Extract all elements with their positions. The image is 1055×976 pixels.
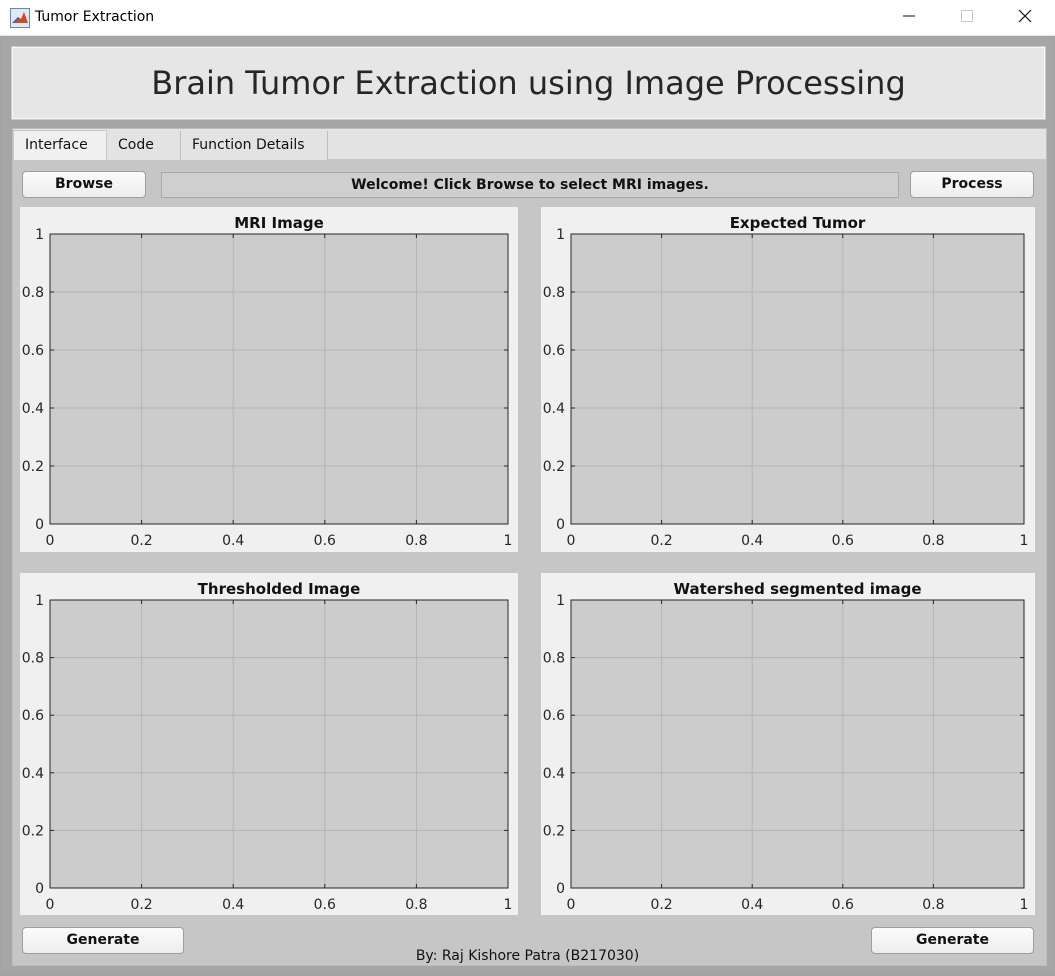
- minimize-button[interactable]: [880, 0, 938, 36]
- browse-button[interactable]: Browse: [22, 171, 146, 198]
- author-credit: By: Raj Kishore Patra (B217030): [415, 948, 640, 964]
- x-tick-label: 0.6: [314, 897, 336, 913]
- watershed-image-axes: 0 0.2 0.4 0.6 0.8 1 0 0.2 0.4 0.6 0.8 1 Watershed se…: [541, 573, 1035, 915]
- thresholded-image-axes: 0 0.2 0.4 0.6 0.8 1 0 0.2 0.4 0.6 0.8 1 Thresholded …: [20, 573, 518, 915]
- y-tick-label: 1: [556, 593, 565, 609]
- axes-box: [570, 599, 1025, 889]
- window-title: Tumor Extraction: [35, 9, 155, 25]
- x-tick-label: 0.2: [130, 897, 152, 913]
- x-tick-label: 0.8: [922, 533, 944, 549]
- y-tick-label: 0.6: [22, 708, 44, 724]
- x-tick-label: 0.4: [222, 897, 244, 913]
- y-tick-label: 0.8: [543, 651, 565, 667]
- header-panel: Brain Tumor Extraction using Image Proce…: [11, 46, 1046, 120]
- status-message: Welcome! Click Browse to select MRI imag…: [161, 172, 899, 198]
- y-tick-label: 0.8: [22, 651, 44, 667]
- page-title: Brain Tumor Extraction using Image Proce…: [151, 64, 906, 102]
- generate-right-button[interactable]: Generate: [871, 927, 1034, 954]
- y-tick-label: 0.8: [543, 285, 565, 301]
- x-tick-label: 0.2: [650, 533, 672, 549]
- x-tick-label: 0.4: [222, 533, 244, 549]
- y-tick-label: 1: [35, 227, 44, 243]
- y-tick-label: 0.2: [543, 459, 565, 475]
- y-tick-label: 0: [35, 881, 44, 897]
- tab-function-details[interactable]: Function Details: [181, 131, 328, 161]
- tab-interface[interactable]: Interface: [13, 130, 107, 161]
- close-icon: [1018, 9, 1032, 28]
- x-tick-label: 0: [46, 897, 55, 913]
- x-tick-label: 1: [1020, 533, 1029, 549]
- y-tick-label: 0.2: [22, 823, 44, 839]
- x-tick-label: 0.8: [405, 897, 427, 913]
- tab-strip: Interface Code Function Details: [13, 129, 1046, 161]
- y-tick-label: 0.4: [543, 766, 565, 782]
- y-tick-label: 0.8: [22, 285, 44, 301]
- y-tick-label: 0.4: [22, 401, 44, 417]
- x-tick-label: 0.2: [650, 897, 672, 913]
- minimize-icon: [903, 9, 915, 27]
- expected-tumor-axes: 0 0.2 0.4 0.6 0.8 1 0 0.2 0.4 0.6 0.8 1 Expected Tum…: [541, 207, 1035, 552]
- x-tick-label: 1: [504, 533, 513, 549]
- plot-area: [50, 234, 508, 524]
- maximize-icon: [961, 9, 973, 27]
- x-tick-label: 0.6: [314, 533, 336, 549]
- y-tick-label: 0.2: [22, 459, 44, 475]
- window-title-bar: Tumor Extraction: [0, 0, 1055, 36]
- axes-box: [49, 233, 509, 525]
- y-tick-label: 0.4: [543, 401, 565, 417]
- y-tick-label: 0.6: [543, 708, 565, 724]
- plot-area: [571, 600, 1024, 888]
- x-tick-label: 1: [1020, 897, 1029, 913]
- y-tick-label: 0.2: [543, 823, 565, 839]
- x-tick-label: 0.4: [741, 533, 763, 549]
- x-tick-label: 0.8: [922, 897, 944, 913]
- y-tick-label: 0: [556, 517, 565, 533]
- matlab-icon: [10, 8, 30, 28]
- y-tick-label: 0: [556, 881, 565, 897]
- axes-svg: 0 0.2 0.4 0.6 0.8 1 0 0.2 0.4 0.6 0.8 1 MRI Image: [22, 214, 513, 549]
- axes-title: Thresholded Image: [198, 580, 361, 598]
- x-tick-label: 1: [504, 897, 513, 913]
- y-tick-label: 0.4: [22, 766, 44, 782]
- mri-image-axes: 0 0.2 0.4 0.6 0.8 1 0 0.2 0.4 0.6 0.8 1 MRI Image: [20, 207, 518, 552]
- x-tick-label: 0.6: [832, 533, 854, 549]
- y-tick-label: 0.6: [543, 343, 565, 359]
- axes-title: MRI Image: [234, 214, 324, 232]
- generate-left-button[interactable]: Generate: [22, 927, 184, 954]
- tab-code[interactable]: Code: [107, 131, 181, 161]
- axes-box: [570, 233, 1025, 525]
- process-button[interactable]: Process: [910, 171, 1034, 198]
- y-tick-label: 1: [35, 593, 44, 609]
- y-tick-label: 1: [556, 227, 565, 243]
- axes-svg: 0 0.2 0.4 0.6 0.8 1 0 0.2 0.4 0.6 0.8 1 Expected Tum…: [543, 214, 1029, 549]
- axes-svg: 0 0.2 0.4 0.6 0.8 1 0 0.2 0.4 0.6 0.8 1 Thresholded …: [22, 580, 513, 913]
- close-button[interactable]: [996, 0, 1054, 36]
- axes-title: Watershed segmented image: [673, 580, 921, 598]
- y-tick-label: 0.6: [22, 343, 44, 359]
- x-tick-label: 0: [567, 897, 576, 913]
- axes-svg: 0 0.2 0.4 0.6 0.8 1 0 0.2 0.4 0.6 0.8 1 Watershed se…: [543, 580, 1029, 913]
- x-tick-label: 0.4: [741, 897, 763, 913]
- y-tick-label: 0: [35, 517, 44, 533]
- maximize-button[interactable]: [938, 0, 996, 36]
- x-tick-label: 0: [46, 533, 55, 549]
- axes-box: [49, 599, 509, 889]
- x-tick-label: 0: [567, 533, 576, 549]
- x-tick-label: 0.6: [832, 897, 854, 913]
- plot-area: [50, 600, 508, 888]
- x-tick-label: 0.2: [130, 533, 152, 549]
- axes-title: Expected Tumor: [730, 214, 866, 232]
- x-tick-label: 0.8: [405, 533, 427, 549]
- plot-area: [571, 234, 1024, 524]
